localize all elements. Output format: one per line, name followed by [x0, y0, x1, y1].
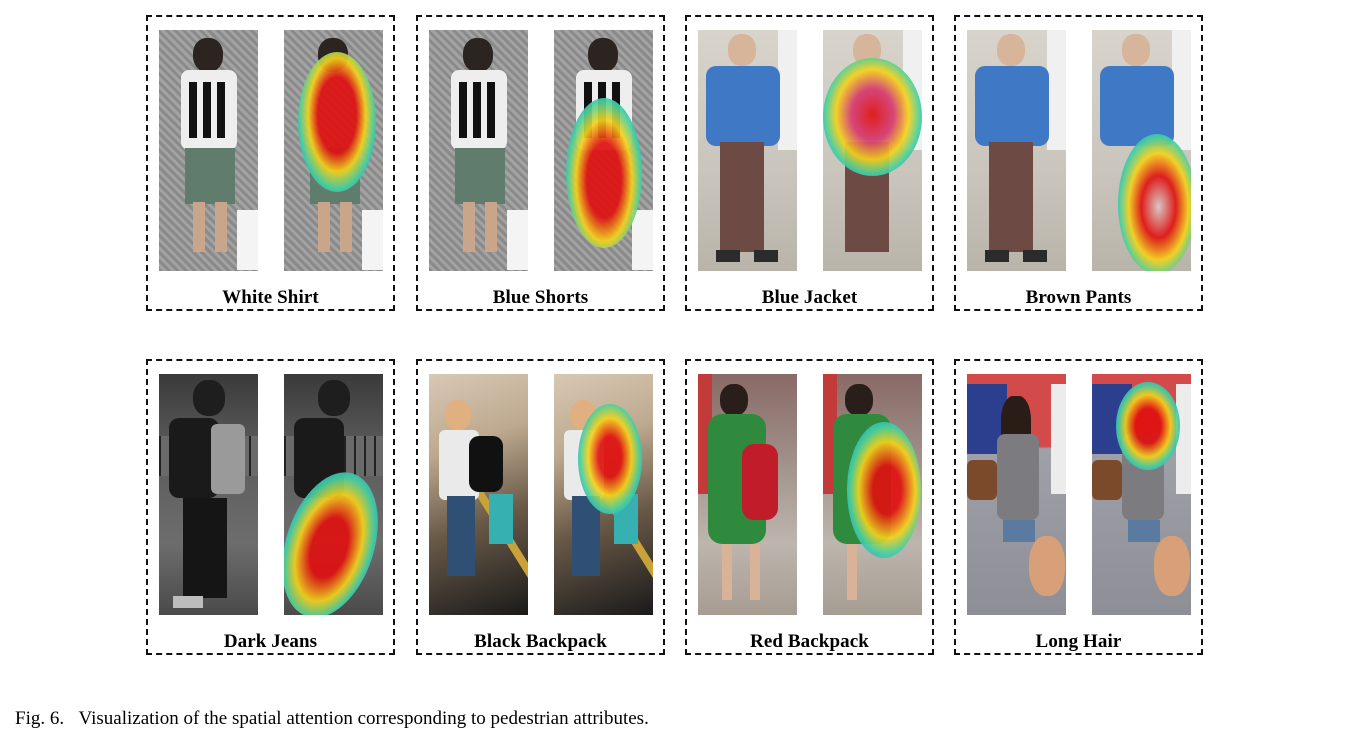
attention-map: [554, 30, 653, 271]
pedestrian-photo: [429, 374, 528, 615]
figure-panel-red-backpack: Red Backpack: [685, 359, 934, 655]
attribute-label: Black Backpack: [474, 631, 607, 652]
pedestrian-photo: [159, 374, 258, 615]
pedestrian-photo: [159, 30, 258, 271]
attribute-label: Blue Shorts: [492, 287, 589, 308]
attribute-label: Blue Jacket: [761, 287, 858, 308]
attention-map: [554, 374, 653, 615]
figure-panel-brown-pants: Brown Pants: [954, 15, 1203, 311]
attention-map: [823, 30, 922, 271]
attribute-label: Brown Pants: [1025, 287, 1132, 308]
attention-map: [1092, 374, 1191, 615]
attribute-label: Long Hair: [1035, 631, 1122, 652]
pedestrian-photo: [967, 30, 1066, 271]
pedestrian-photo: [698, 30, 797, 271]
figure-panel-black-backpack: Black Backpack: [416, 359, 665, 655]
attention-map: [284, 30, 383, 271]
pedestrian-photo: [429, 30, 528, 271]
attribute-label: White Shirt: [222, 287, 319, 308]
figure-number: Fig. 6.: [15, 708, 65, 729]
attribute-label: Dark Jeans: [223, 631, 318, 652]
pedestrian-photo: [698, 374, 797, 615]
caption-text: Visualization of the spatial attention c…: [78, 708, 649, 729]
figure-panel-blue-shorts: Blue Shorts: [416, 15, 665, 311]
figure-panel-white-shirt: White Shirt: [146, 15, 395, 311]
attention-map: [823, 374, 922, 615]
attention-map: [284, 374, 383, 615]
figure-caption: Fig. 6. Visualization of the spatial att…: [15, 708, 649, 730]
pedestrian-photo: [967, 374, 1066, 615]
attribute-label: Red Backpack: [750, 631, 869, 652]
attention-map: [1092, 30, 1191, 271]
figure-panel-long-hair: Long Hair: [954, 359, 1203, 655]
figure-panel-blue-jacket: Blue Jacket: [685, 15, 934, 311]
figure-panel-dark-jeans: Dark Jeans: [146, 359, 395, 655]
